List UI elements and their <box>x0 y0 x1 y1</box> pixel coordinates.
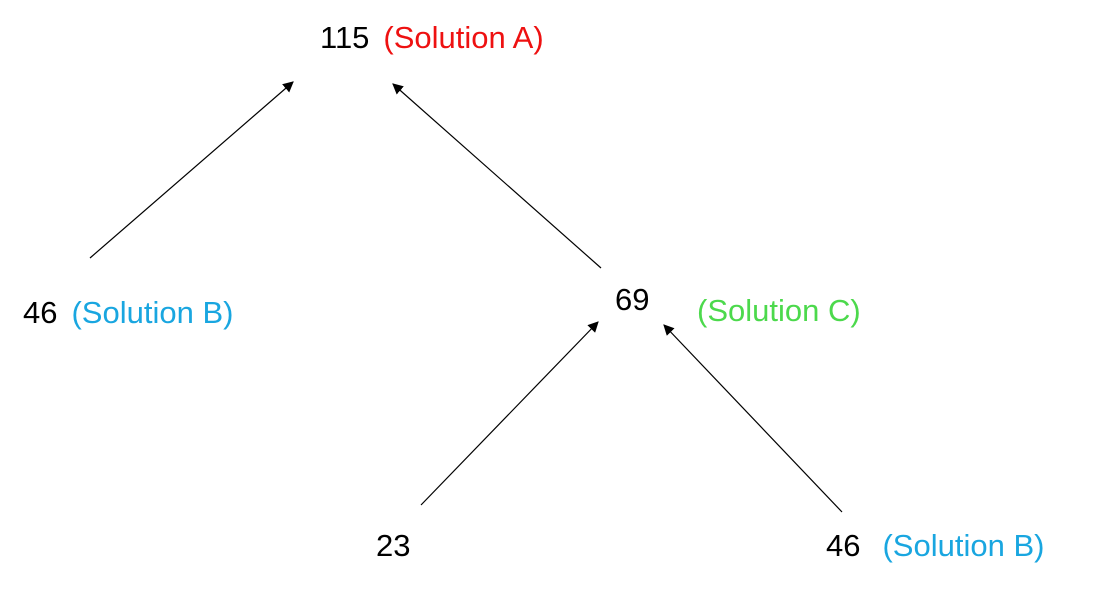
edge-bottom-right-to-middle <box>663 324 843 513</box>
node-left-value: 46 <box>23 295 58 330</box>
edge-middle-to-root <box>392 83 602 269</box>
node-bottom-left: 23 <box>376 530 410 561</box>
node-bottom-right: 46 (Solution B) <box>826 530 1044 561</box>
edge-bottom-left-to-middle <box>420 321 599 506</box>
edges <box>89 81 843 513</box>
node-root-value: 115 <box>320 20 370 55</box>
node-middle: 69 <box>615 284 649 315</box>
node-bottom-right-value: 46 <box>826 528 861 563</box>
node-bottom-right-label: (Solution B) <box>882 528 1045 563</box>
edge-left-to-root <box>89 81 294 259</box>
node-middle-value: 69 <box>615 282 650 317</box>
node-bottom-left-value: 23 <box>376 528 411 563</box>
node-left: 46 (Solution B) <box>23 297 233 328</box>
node-root-label: (Solution A) <box>383 20 544 55</box>
node-left-label: (Solution B) <box>71 295 234 330</box>
node-root: 115 (Solution A) <box>320 22 544 53</box>
node-middle-label: (Solution C) <box>697 293 861 328</box>
